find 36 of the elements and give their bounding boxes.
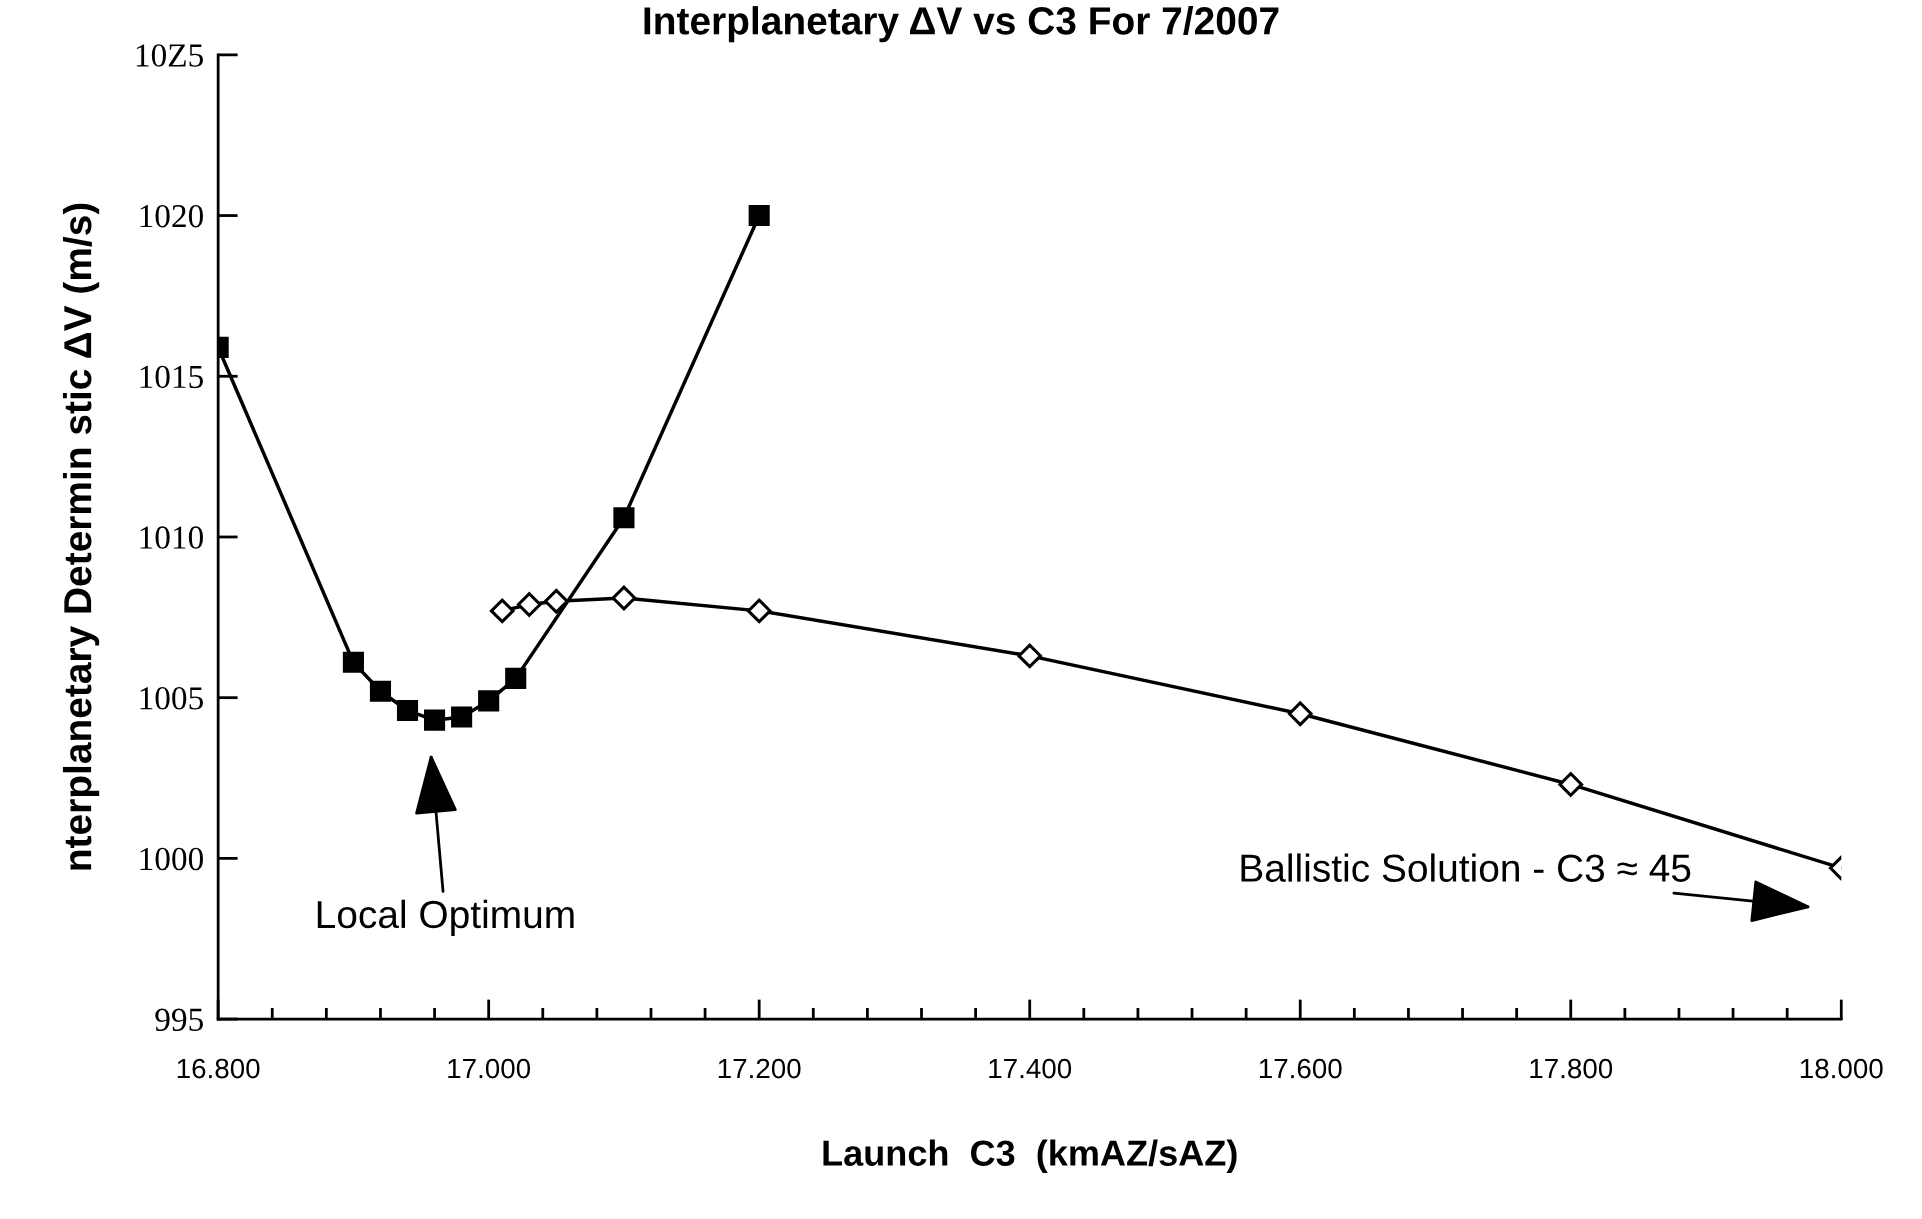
point xyxy=(1017,643,1043,669)
point xyxy=(613,507,635,529)
y-tick-label: 1015 xyxy=(140,365,203,389)
point xyxy=(342,651,364,673)
x-tick-label: 17.000 xyxy=(448,1058,531,1079)
point xyxy=(505,667,527,689)
y-tick-label: 995 xyxy=(155,1008,203,1031)
point xyxy=(746,598,772,624)
annotation: Ballistic Solution - C3 ≈ 45 xyxy=(1241,853,1691,882)
y-tick-label: 10Z5 xyxy=(136,44,203,67)
point xyxy=(478,690,500,712)
annotation: Local Optimum xyxy=(317,899,574,936)
x-axis-title: Launch C3 (kmAZ/sAZ) xyxy=(823,1139,1237,1174)
y-tick-label: 1010 xyxy=(140,526,203,549)
x-tick-label: 18.000 xyxy=(1800,1058,1883,1079)
point xyxy=(1287,701,1313,727)
x-tick-label: 17.400 xyxy=(989,1058,1072,1079)
x-tick-label: 17.200 xyxy=(718,1058,801,1079)
point xyxy=(516,592,542,617)
y-tick-label: 1020 xyxy=(140,204,203,228)
point xyxy=(424,709,446,731)
y-tick-label: 1000 xyxy=(140,847,203,871)
y-tick-label: 1005 xyxy=(140,687,203,710)
x-tick-label: 17.800 xyxy=(1530,1058,1613,1079)
y-axis-title: nterplanetary Determin stic ΔV (m/s) xyxy=(62,203,100,870)
point xyxy=(396,699,419,722)
point xyxy=(451,706,473,728)
point xyxy=(369,680,392,702)
point xyxy=(489,598,515,624)
point xyxy=(748,205,770,227)
chart-title: Interplanetary ΔV vs C3 For 7/2007 xyxy=(644,6,1279,43)
x-tick-label: 16.800 xyxy=(177,1058,260,1079)
point xyxy=(1558,772,1584,797)
x-tick-label: 17.600 xyxy=(1259,1058,1342,1079)
point xyxy=(543,588,569,614)
point xyxy=(611,585,637,611)
